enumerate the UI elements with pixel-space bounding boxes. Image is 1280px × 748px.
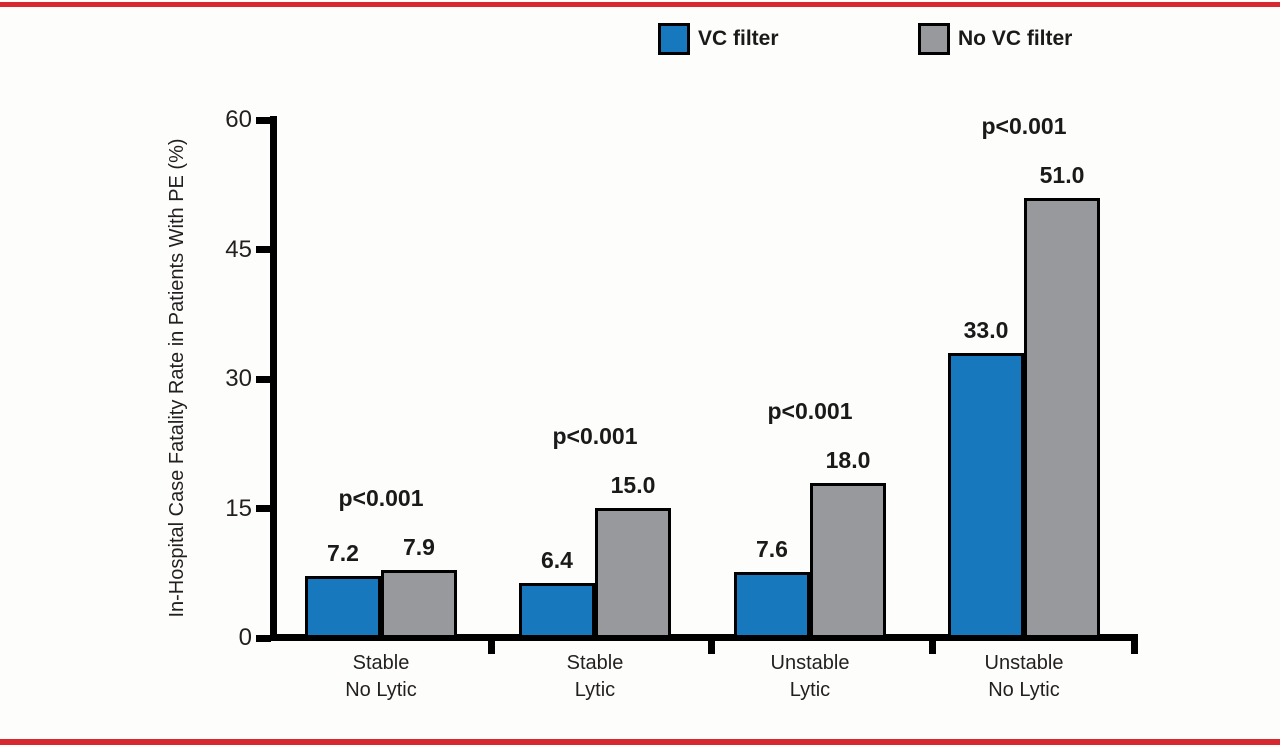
bar-vc-filter [734,572,810,638]
bar-no-vc-filter [810,483,886,638]
y-axis-tick-label: 45 [225,235,252,263]
bar-value-label: 18.0 [825,447,871,473]
x-axis-line [270,634,1138,641]
y-axis-tick-label: 30 [225,365,252,392]
legend-label-no-vc-filter: No VC filter [958,27,1073,50]
y-axis-tick [256,116,271,124]
y-axis-tick [256,375,271,383]
p-value-label: p<0.001 [767,398,853,424]
bar-value-label: 51.0 [1039,162,1085,188]
y-axis-tick-label: 0 [238,624,252,651]
y-axis-tick-label: 60 [225,106,252,133]
y-axis-tick [256,505,271,512]
p-value-label: p<0.001 [552,423,638,449]
y-axis-tick [256,634,271,642]
x-axis-tick [1131,641,1138,654]
x-axis-category-label: Stable Lytic [566,652,624,701]
legend-item-no-vc-filter: No VC filter [918,20,1072,58]
bar-value-label: 7.6 [756,536,788,562]
top-border-line [0,2,1280,7]
x-axis-tick [708,641,715,654]
legend-swatch-vc-filter [658,23,690,55]
bar-vc-filter [948,353,1024,638]
legend-swatch-no-vc-filter [918,23,950,55]
legend-label-vc-filter: VC filter [698,27,779,50]
bottom-border-line [0,739,1280,745]
x-axis-tick [929,641,936,654]
x-axis-category-label: Stable No Lytic [345,652,417,701]
bar-no-vc-filter [381,570,457,638]
x-axis-category-label: Unstable Lytic [770,652,850,701]
p-value-label: p<0.001 [338,485,424,511]
x-axis-tick [488,641,495,654]
bar-value-label: 7.2 [327,540,359,566]
bar-value-label: 15.0 [610,472,656,498]
bar-value-label: 33.0 [963,317,1009,343]
legend-item-vc-filter: VC filter [658,20,779,58]
bar-no-vc-filter [1024,198,1100,638]
y-axis-line [270,116,277,641]
y-axis-tick [256,246,271,253]
p-value-label: p<0.001 [981,113,1067,139]
bar-no-vc-filter [595,508,671,638]
bar-vc-filter [519,583,595,638]
bar-vc-filter [305,576,381,638]
bar-value-label: 7.9 [403,534,435,560]
bar-value-label: 6.4 [541,547,573,573]
x-axis-category-label: Unstable No Lytic [984,652,1064,701]
y-axis-tick-label: 15 [225,494,252,522]
